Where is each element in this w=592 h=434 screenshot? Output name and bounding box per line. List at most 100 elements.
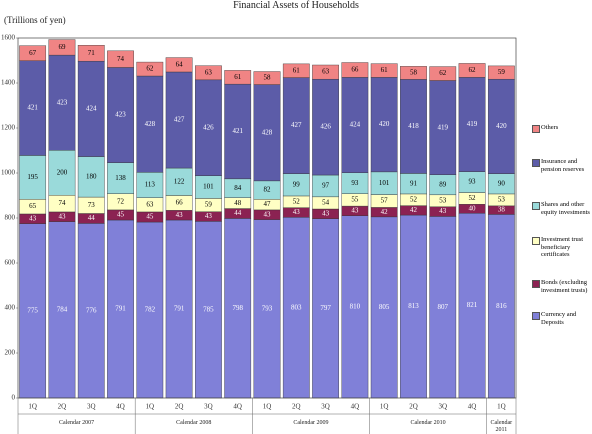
- data-label: 426: [320, 123, 331, 131]
- bar-segment: [458, 77, 486, 172]
- data-label: 421: [27, 104, 38, 112]
- x-tick-label: 2Q: [58, 403, 67, 411]
- data-label: 138: [115, 174, 126, 182]
- x-tick-label: 3Q: [204, 403, 213, 411]
- data-label: 48: [234, 199, 242, 207]
- data-label: 61: [381, 66, 389, 74]
- data-label: 58: [410, 68, 418, 76]
- data-label: 72: [117, 197, 125, 205]
- data-label: 43: [176, 211, 184, 219]
- bar-segment: [370, 77, 398, 173]
- x-tick-label: 2Q: [409, 403, 418, 411]
- bar-segment: [400, 214, 427, 399]
- bar-segment: [487, 78, 515, 174]
- data-label: 64: [176, 60, 184, 68]
- bar-segment: [400, 66, 427, 80]
- bar-segment: [400, 79, 427, 174]
- bar-segment: [282, 77, 310, 174]
- y-tick-label: 1000: [1, 169, 16, 177]
- bar-segment: [253, 71, 281, 85]
- x-tick-label: 3Q: [438, 403, 447, 411]
- data-label: 47: [264, 200, 272, 208]
- group-label: Calendar 2011: [490, 420, 513, 433]
- data-label: 101: [379, 179, 390, 187]
- data-label: 420: [379, 120, 390, 128]
- x-tick-label: 3Q: [321, 403, 330, 411]
- bar-segment: [312, 218, 339, 399]
- data-label: 66: [176, 199, 184, 207]
- bar-segment: [107, 162, 134, 194]
- data-label: 57: [381, 197, 389, 205]
- x-tick-label: 2Q: [292, 403, 301, 411]
- bar-segment: [224, 218, 252, 399]
- bar-segment: [370, 216, 398, 399]
- data-label: 58: [264, 74, 272, 82]
- data-label: 93: [469, 178, 477, 186]
- x-tick-label: 1Q: [28, 403, 37, 411]
- data-label: 775: [27, 306, 38, 314]
- data-label: 803: [291, 303, 302, 311]
- data-label: 62: [146, 65, 154, 73]
- bar-segment: [165, 57, 193, 73]
- data-label: 52: [293, 197, 301, 205]
- bar-segment: [282, 63, 310, 78]
- bar-segment: [77, 223, 105, 399]
- data-label: 122: [174, 177, 185, 185]
- data-label: 97: [322, 182, 330, 190]
- data-label: 113: [145, 181, 156, 189]
- bar-segment: [341, 77, 369, 173]
- data-label: 785: [203, 305, 214, 313]
- bar-segment: [224, 70, 252, 85]
- data-label: 427: [291, 121, 302, 129]
- data-label: 43: [205, 212, 213, 220]
- data-label: 810: [350, 302, 361, 310]
- data-label: 427: [174, 116, 185, 124]
- data-label: 66: [351, 66, 359, 74]
- bar-segment: [165, 71, 193, 169]
- data-label: 807: [438, 303, 449, 311]
- legend-label: Insurance and pension reserves: [541, 158, 585, 173]
- data-label: 43: [293, 208, 301, 216]
- bar-segment: [195, 221, 222, 399]
- bar-segment: [136, 75, 164, 173]
- bar-segment: [77, 156, 105, 198]
- data-label: 63: [322, 68, 330, 76]
- data-label: 200: [57, 168, 68, 176]
- data-label: 793: [262, 304, 273, 312]
- data-label: 421: [232, 127, 243, 135]
- data-label: 805: [379, 303, 390, 311]
- data-label: 71: [88, 49, 96, 57]
- y-tick-label: 0: [12, 394, 16, 402]
- legend-swatch: [532, 125, 540, 133]
- data-label: 782: [145, 306, 156, 314]
- data-label: 428: [262, 128, 273, 136]
- group-label: Calendar 2008: [176, 420, 212, 426]
- bar-segment: [165, 219, 193, 399]
- bar-segment: [48, 150, 76, 196]
- bar-segment: [77, 45, 105, 62]
- data-label: 101: [203, 183, 214, 191]
- y-tick-label: 800: [5, 214, 16, 222]
- y-tick-label: 600: [5, 259, 16, 267]
- bar-segment: [341, 215, 369, 399]
- y-tick-label: 400: [5, 304, 16, 312]
- data-label: 61: [293, 66, 301, 74]
- y-tick-label: 1400: [1, 79, 16, 87]
- chart-title: Financial Assets of Households: [233, 0, 359, 11]
- bar-segment: [19, 45, 47, 61]
- x-tick-label: 4Q: [351, 403, 360, 411]
- data-label: 73: [88, 201, 96, 209]
- data-label: 91: [410, 179, 418, 187]
- data-label: 90: [498, 179, 506, 187]
- data-label: 55: [351, 195, 359, 203]
- data-label: 40: [469, 204, 477, 212]
- data-label: 423: [57, 98, 68, 106]
- bar-segment: [312, 64, 339, 80]
- data-label: 418: [408, 122, 419, 130]
- x-tick-label: 1Q: [380, 403, 389, 411]
- data-label: 61: [234, 73, 242, 81]
- bar-segment: [224, 83, 252, 180]
- group-label: Calendar 2007: [59, 420, 95, 426]
- data-label: 53: [498, 195, 506, 203]
